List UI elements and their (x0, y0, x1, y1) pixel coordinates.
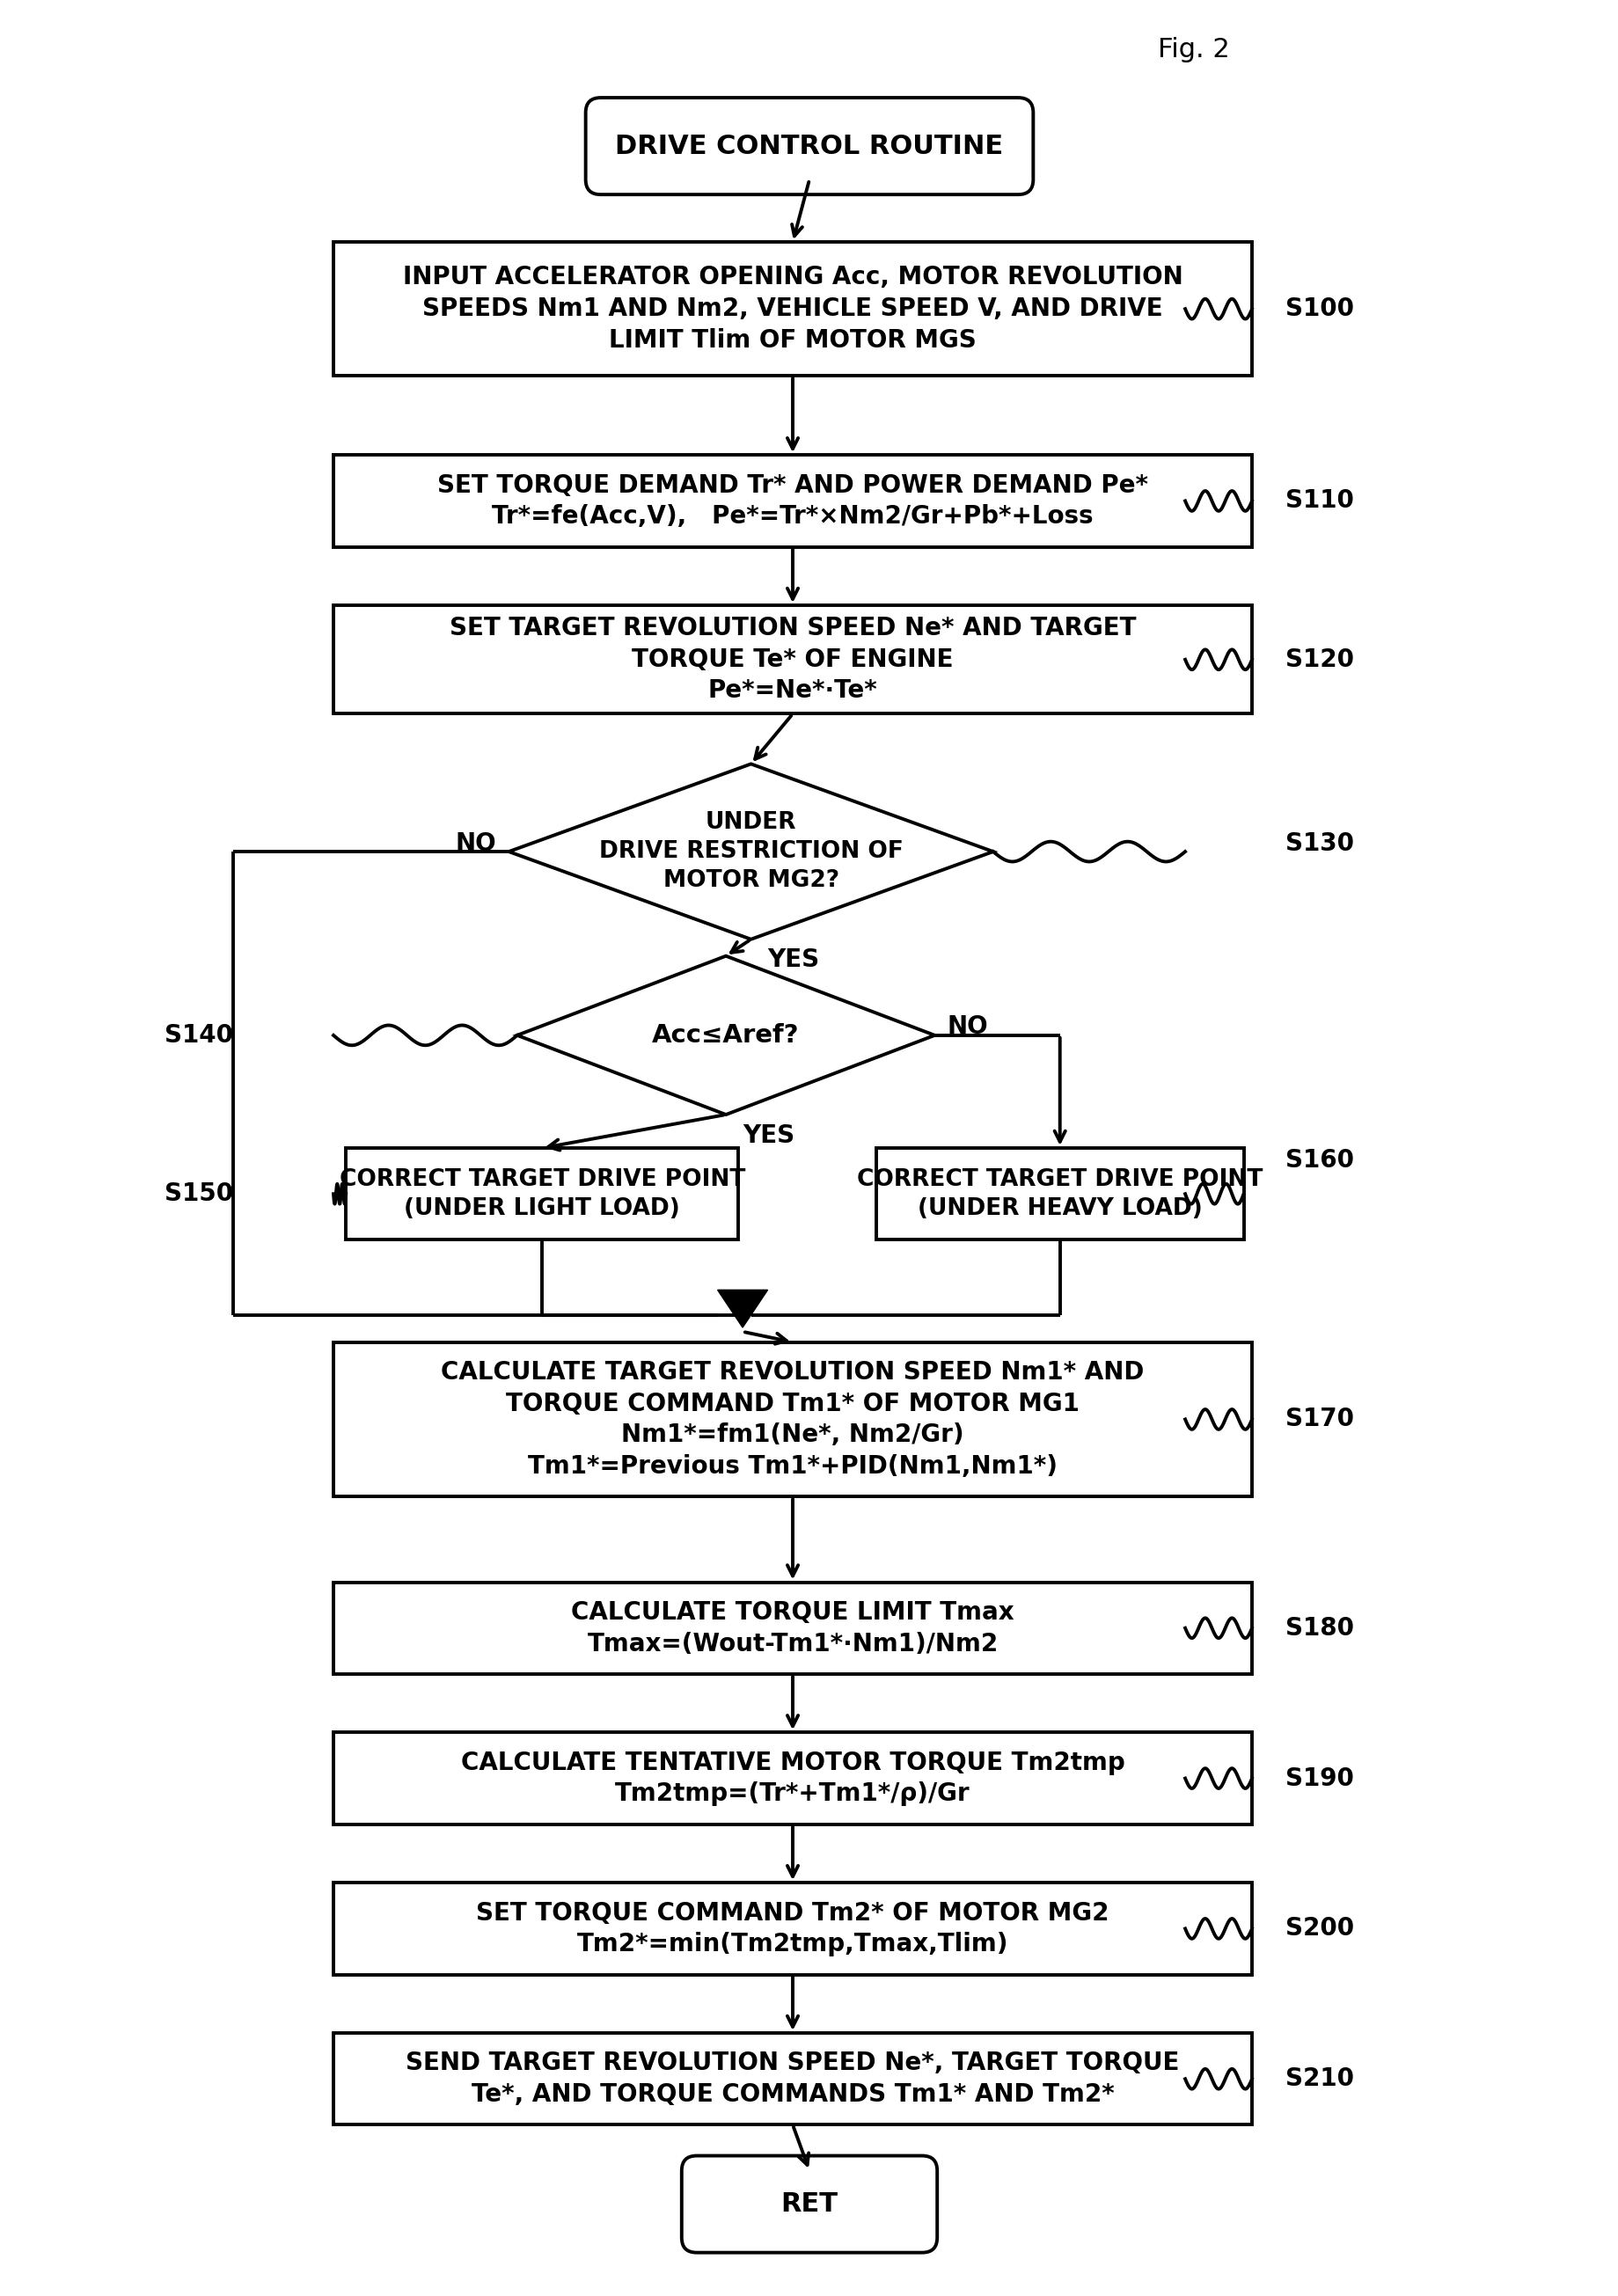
Polygon shape (508, 765, 992, 939)
Text: S180: S180 (1285, 1616, 1353, 1639)
Text: S130: S130 (1285, 831, 1353, 856)
Bar (333, 1343, 1251, 1497)
Text: CORRECT TARGET DRIVE POINT
(UNDER HEAVY LOAD): CORRECT TARGET DRIVE POINT (UNDER HEAVY … (856, 1169, 1262, 1219)
Text: S210: S210 (1285, 2066, 1353, 2092)
Text: SET TARGET REVOLUTION SPEED Ne* AND TARGET
TORQUE Te* OF ENGINE
Pe*=Ne*·Te*: SET TARGET REVOLUTION SPEED Ne* AND TARG… (450, 615, 1136, 703)
Polygon shape (717, 1290, 767, 1327)
Text: UNDER
DRIVE RESTRICTION OF
MOTOR MG2?: UNDER DRIVE RESTRICTION OF MOTOR MG2? (599, 810, 903, 893)
FancyBboxPatch shape (681, 2156, 937, 2252)
Bar (333, 2032, 1251, 2124)
Text: S170: S170 (1285, 1407, 1353, 1433)
Text: Acc≤Aref?: Acc≤Aref? (652, 1024, 799, 1047)
Text: SEND TARGET REVOLUTION SPEED Ne*, TARGET TORQUE
Te*, AND TORQUE COMMANDS Tm1* AN: SEND TARGET REVOLUTION SPEED Ne*, TARGET… (406, 2050, 1180, 2108)
Bar (333, 1582, 1251, 1674)
Text: SET TORQUE DEMAND Tr* AND POWER DEMAND Pe*
Tr*=fe(Acc,V),   Pe*=Tr*×Nm2/Gr+Pb*+L: SET TORQUE DEMAND Tr* AND POWER DEMAND P… (437, 473, 1147, 528)
Text: YES: YES (767, 948, 819, 971)
Text: S150: S150 (165, 1182, 233, 1205)
Text: S120: S120 (1285, 647, 1353, 673)
Bar (333, 1733, 1251, 1825)
Bar (333, 606, 1251, 714)
Text: S110: S110 (1285, 489, 1353, 514)
Text: CORRECT TARGET DRIVE POINT
(UNDER LIGHT LOAD): CORRECT TARGET DRIVE POINT (UNDER LIGHT … (340, 1169, 744, 1219)
Polygon shape (516, 955, 934, 1114)
Text: CALCULATE TENTATIVE MOTOR TORQUE Tm2tmp
Tm2tmp=(Tr*+Tm1*/ρ)/Gr: CALCULATE TENTATIVE MOTOR TORQUE Tm2tmp … (461, 1750, 1125, 1807)
Text: S140: S140 (165, 1024, 233, 1047)
Bar (346, 1148, 738, 1240)
FancyBboxPatch shape (586, 99, 1032, 195)
Bar (333, 241, 1251, 377)
Text: NO: NO (947, 1015, 987, 1040)
Text: INPUT ACCELERATOR OPENING Acc, MOTOR REVOLUTION
SPEEDS Nm1 AND Nm2, VEHICLE SPEE: INPUT ACCELERATOR OPENING Acc, MOTOR REV… (403, 266, 1183, 354)
Text: S100: S100 (1285, 296, 1353, 321)
Bar (875, 1148, 1243, 1240)
Text: YES: YES (743, 1123, 794, 1148)
Text: SET TORQUE COMMAND Tm2* OF MOTOR MG2
Tm2*=min(Tm2tmp,Tmax,Tlim): SET TORQUE COMMAND Tm2* OF MOTOR MG2 Tm2… (476, 1901, 1108, 1956)
Text: DRIVE CONTROL ROUTINE: DRIVE CONTROL ROUTINE (615, 133, 1003, 158)
Text: S160: S160 (1285, 1148, 1353, 1173)
Bar (333, 1883, 1251, 1975)
Text: S200: S200 (1285, 1917, 1353, 1940)
Text: RET: RET (780, 2190, 838, 2218)
Text: Fig. 2: Fig. 2 (1157, 37, 1228, 62)
Bar (333, 455, 1251, 546)
Text: NO: NO (455, 831, 497, 856)
Text: S190: S190 (1285, 1766, 1353, 1791)
Text: CALCULATE TORQUE LIMIT Tmax
Tmax=(Wout-Tm1*·Nm1)/Nm2: CALCULATE TORQUE LIMIT Tmax Tmax=(Wout-T… (571, 1600, 1014, 1655)
Text: CALCULATE TARGET REVOLUTION SPEED Nm1* AND
TORQUE COMMAND Tm1* OF MOTOR MG1
Nm1*: CALCULATE TARGET REVOLUTION SPEED Nm1* A… (440, 1359, 1144, 1479)
